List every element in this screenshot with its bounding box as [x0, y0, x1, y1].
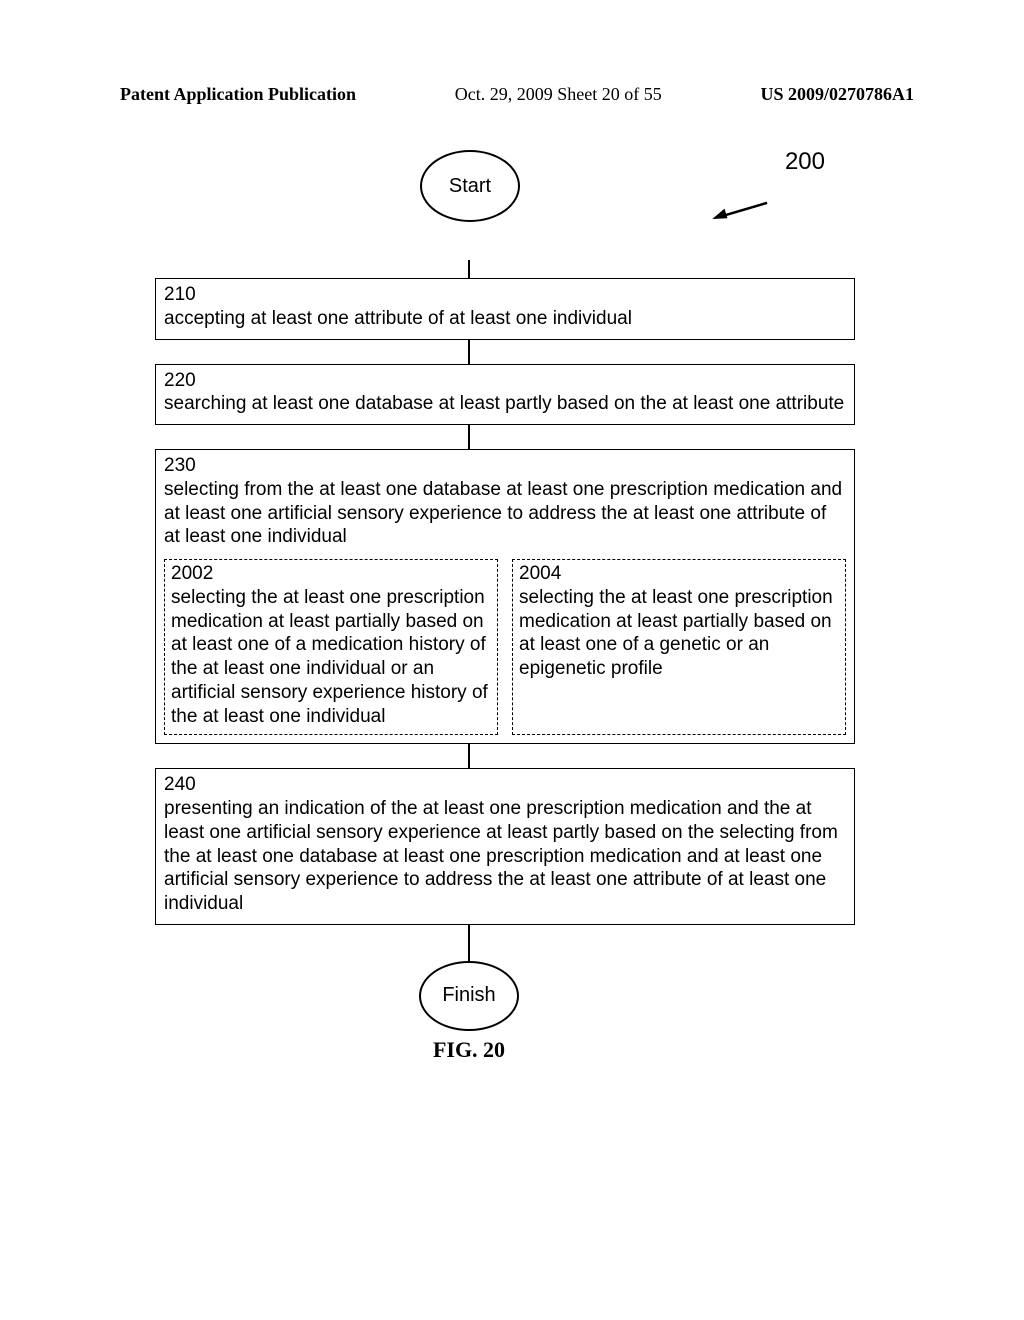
step-text: accepting at least one attribute of at l…: [164, 307, 846, 331]
figure-caption: FIG. 20: [119, 1037, 819, 1063]
connector: [468, 340, 470, 364]
substep-2002: 2002 selecting the at least one prescrip…: [164, 559, 498, 735]
connector: [468, 925, 470, 961]
step-number: 230: [164, 454, 846, 478]
start-label: Start: [449, 175, 491, 198]
step-220: 220 searching at least one database at l…: [155, 364, 855, 426]
step-number: 210: [164, 283, 846, 307]
reference-number: 200: [785, 148, 825, 176]
connector: [468, 744, 470, 768]
header-date-sheet: Oct. 29, 2009 Sheet 20 of 55: [455, 84, 662, 105]
substeps-row: 2002 selecting the at least one prescrip…: [164, 559, 846, 735]
finish-terminal: Finish: [419, 961, 519, 1031]
step-number: 240: [164, 773, 846, 797]
substep-2004: 2004 selecting the at least one prescrip…: [512, 559, 846, 735]
substep-number: 2002: [171, 562, 491, 586]
header-pub-number: US 2009/0270786A1: [760, 84, 914, 105]
connector: [468, 260, 470, 278]
start-terminal: Start: [420, 150, 520, 222]
substep-number: 2004: [519, 562, 839, 586]
start-row: Start 200: [155, 140, 855, 260]
page-header: Patent Application Publication Oct. 29, …: [120, 84, 914, 105]
finish-label: Finish: [442, 984, 495, 1007]
step-240: 240 presenting an indication of the at l…: [155, 768, 855, 925]
flowchart: Start 200 210 accepting at least one att…: [155, 140, 855, 1063]
substep-text: selecting the at least one prescription …: [519, 586, 839, 681]
step-210: 210 accepting at least one attribute of …: [155, 278, 855, 340]
reference-arrow-icon: [710, 185, 769, 236]
step-text: searching at least one database at least…: [164, 392, 846, 416]
step-230: 230 selecting from the at least one data…: [155, 449, 855, 744]
step-text: selecting from the at least one database…: [164, 478, 846, 549]
header-publication: Patent Application Publication: [120, 84, 356, 105]
substep-text: selecting the at least one prescription …: [171, 586, 491, 729]
page: Patent Application Publication Oct. 29, …: [0, 0, 1024, 1320]
connector: [468, 425, 470, 449]
step-number: 220: [164, 369, 846, 393]
step-text: presenting an indication of the at least…: [164, 797, 846, 916]
